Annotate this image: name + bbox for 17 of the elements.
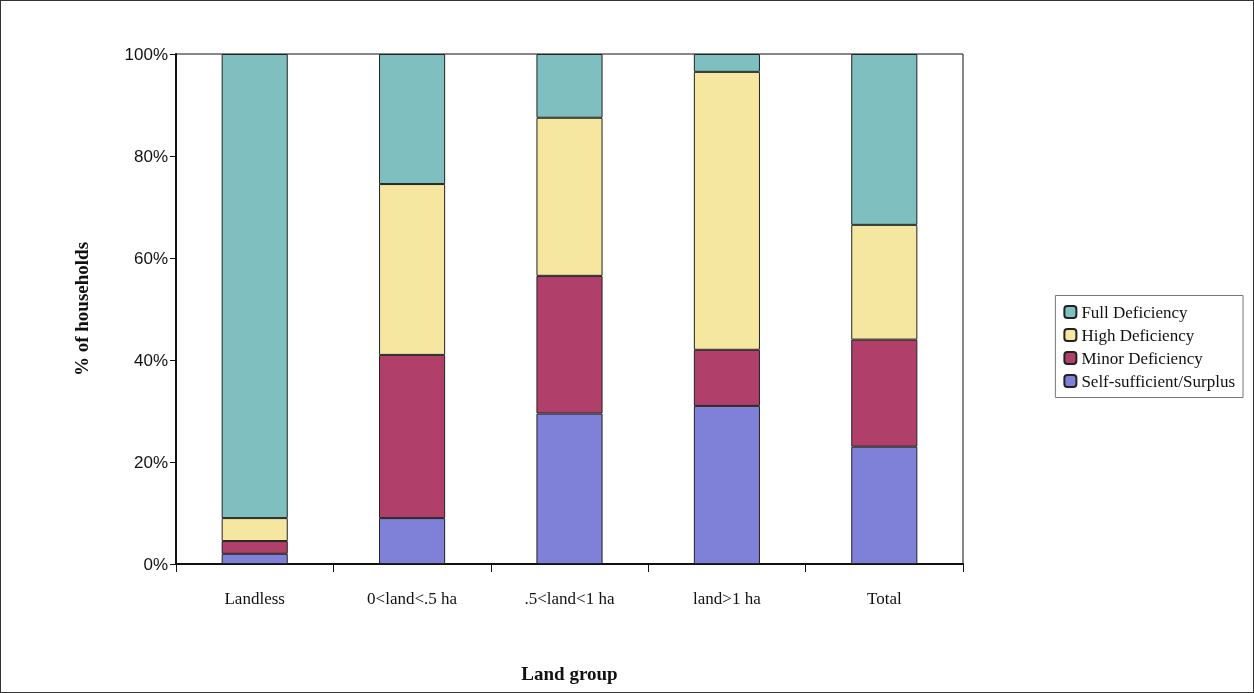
legend-label: High Deficiency — [1081, 325, 1195, 345]
y-tick-label: 20% — [133, 452, 168, 472]
y-tick-label: 80% — [133, 146, 168, 166]
y-axis-title: % of households — [71, 241, 92, 377]
y-tick-label: 40% — [133, 350, 168, 370]
legend-label: Full Deficiency — [1081, 302, 1189, 322]
x-axis-title: Land group — [521, 663, 618, 684]
x-tick-label: land>1 ha — [693, 588, 762, 608]
y-tick-label: 0% — [143, 554, 168, 574]
x-tick-label: .5<land<1 ha — [524, 588, 615, 608]
y-tick-label: 60% — [133, 248, 168, 268]
x-tick-label: Landless — [224, 588, 285, 608]
legend-label: Minor Deficiency — [1081, 348, 1204, 368]
legend-label: Self-sufficient/Surplus — [1081, 371, 1236, 391]
x-tick-label: Total — [866, 588, 902, 608]
y-tick-label: 100% — [124, 44, 168, 64]
x-tick-label: 0<land<.5 ha — [367, 588, 458, 608]
